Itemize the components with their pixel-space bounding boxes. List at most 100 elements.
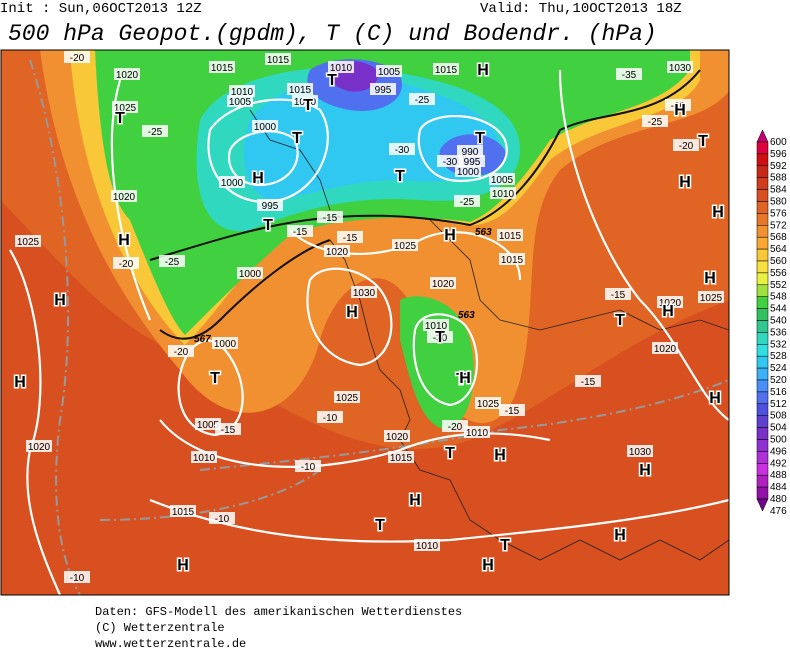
isotherm [99,469,321,521]
label-box [114,68,140,80]
isobar [558,69,729,421]
isobar-label: 1005 [197,420,220,431]
pressure-center: H [444,227,456,244]
label-box [489,173,515,185]
label-box [497,229,523,241]
label-box [64,51,90,63]
label-box [698,291,724,303]
colorbar-label: 504 [770,423,787,434]
label-box [430,277,456,289]
colorbar-label: 536 [770,327,787,338]
label-box [168,345,194,357]
isobar-label: 1020 [116,70,139,81]
isobar-label: -20 [174,347,189,358]
colorbar-box [756,415,769,428]
colorbar-box [756,403,769,416]
colorbar-label: 500 [770,434,787,445]
map-frame [0,49,730,596]
colorbar-box [756,355,769,369]
colorbar-label: 508 [770,411,787,422]
geopotential-label: 563 [475,227,492,238]
label-box [337,231,363,243]
colorbar-label: 520 [770,375,787,386]
colorbar-label: 548 [770,292,787,303]
isobar-label: 1015 [390,453,413,464]
colorbar-box [756,439,769,452]
colorbar-label: 532 [770,339,787,350]
label-box [324,245,350,257]
isobar-label: 1020 [326,247,349,258]
colorbar-label: 544 [770,304,787,315]
label-box [215,423,241,435]
colorbar-box [756,308,769,321]
isobar-label: -15 [323,213,338,224]
isobar-label: -20 [70,53,85,64]
colorbar-box [756,165,769,178]
label-box [257,199,283,211]
isobar-label: -15 [505,406,520,417]
isobar-label: 1015 [435,65,458,76]
isobar-label: -25 [148,127,163,138]
geopotential-label: 567 [194,334,211,345]
colorbar-label: 476 [770,506,787,517]
isobar-label: 1025 [336,393,359,404]
pressure-center: T [698,133,708,150]
label-box [229,85,255,97]
label-box [317,411,343,423]
label-box [454,195,480,207]
pressure-center: T [327,72,337,89]
colorbar-label: 580 [770,196,787,207]
label-box [376,65,402,77]
isobar-label: 1005 [229,97,252,108]
colorbar-label: 588 [770,173,787,184]
isobar-label: -10 [301,462,316,473]
isobar-label: -15 [343,233,358,244]
colorbar-label: 516 [770,387,787,398]
pressure-center: H [118,232,130,249]
isobar-label: -25 [165,257,180,268]
isobar-label: -30 [671,101,686,112]
valid-time: Valid: Thu,10OCT2013 18Z [480,1,682,17]
coastline [429,219,729,331]
isobar-label: 1025 [17,237,40,248]
colorbar-box [756,379,769,393]
pressure-center: H [346,304,358,321]
label-box [673,139,699,151]
colorbar-label: 492 [770,458,787,469]
isobar [177,339,244,437]
isobar [417,114,508,182]
pressure-center: H [639,462,651,479]
colorbar-box [756,225,769,238]
colorbar-label: 576 [770,208,787,219]
isobar-label: 1020 [659,298,682,309]
label-box [605,288,631,300]
label-box [195,418,221,430]
isobar-label: 1010 [231,87,254,98]
isobar-label: 1020 [28,442,51,453]
colorbar-box [756,177,769,190]
colorbar-label: 568 [770,232,787,243]
label-box [265,53,291,65]
isobar-label: 1025 [477,399,500,410]
pressure-center: H [409,492,421,509]
colorbar-label: 596 [770,149,787,160]
label-box [457,145,483,157]
isobar-label: 1010 [466,428,489,439]
colorbar-label: 488 [770,470,787,481]
isobar-label: 1005 [378,67,401,78]
pressure-center: H [459,370,471,387]
colorbar-label: 600 [770,137,787,148]
label-box [111,190,137,202]
isobar-label: 1030 [669,63,692,74]
label-box [334,391,360,403]
pressure-center: H [674,102,686,119]
colorbar-box [756,201,769,214]
colorbar-box [756,463,769,476]
isobar-label: 1015 [172,507,195,518]
isobar-label: -15 [221,425,236,436]
coastline [329,239,729,561]
isobar [149,498,729,543]
label-box [642,115,668,127]
